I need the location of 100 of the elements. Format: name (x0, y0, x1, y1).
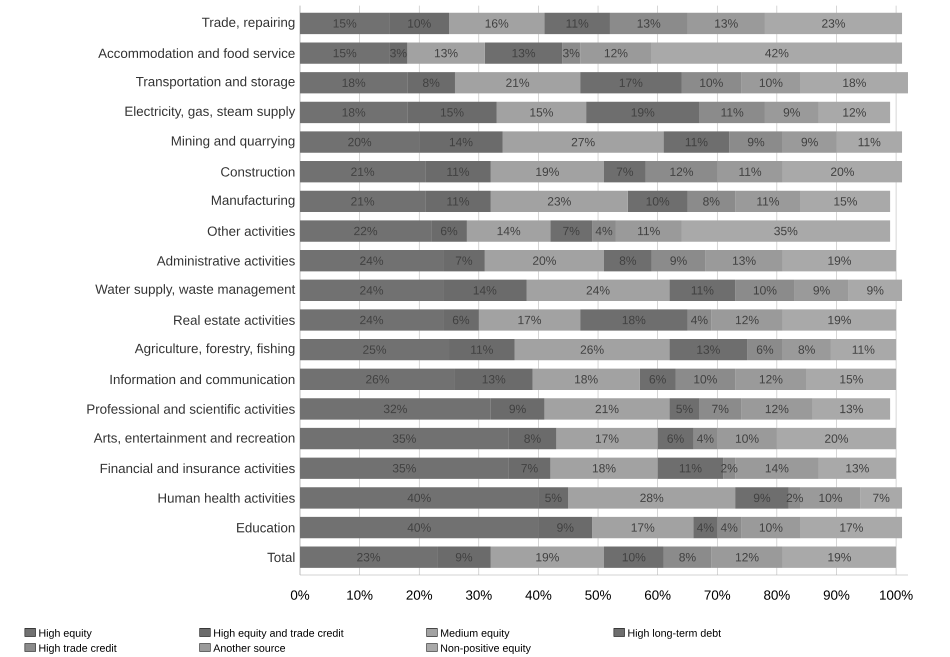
bar (735, 280, 795, 301)
data-label: 9% (802, 138, 818, 146)
data-label: 12% (760, 375, 782, 384)
x-tick-label: 50% (585, 590, 611, 600)
data-label: 18% (592, 464, 616, 472)
bar (484, 42, 562, 64)
data-label: 19% (828, 552, 852, 562)
y-tick-label: Professional and scientific activities (87, 404, 295, 414)
data-label: 17% (840, 523, 863, 532)
data-label: 17% (596, 434, 619, 443)
data-label: 13% (434, 48, 458, 58)
bar (580, 42, 652, 64)
y-tick-label: Total (267, 552, 294, 562)
bar (580, 72, 682, 94)
data-label: 8% (798, 345, 815, 354)
bar (735, 368, 807, 390)
bar (676, 368, 736, 390)
bar (782, 131, 836, 153)
data-label: 10% (760, 523, 782, 532)
data-label: 15% (834, 197, 857, 206)
bar (490, 161, 604, 182)
bar (532, 368, 640, 390)
bar (729, 131, 783, 153)
bar (705, 250, 783, 272)
y-tick-label: Other activities (208, 226, 295, 236)
data-label: 11% (739, 168, 762, 176)
data-label: 4% (596, 226, 612, 236)
bar (550, 220, 592, 242)
bar (407, 42, 485, 64)
legend-label: Medium equity (441, 628, 510, 639)
data-label: 12% (670, 167, 694, 176)
x-tick-label: 100% (880, 590, 913, 600)
data-label: 19% (828, 316, 852, 324)
bar (699, 398, 742, 420)
data-label: 10% (736, 434, 759, 443)
y-tick-label: Mining and quarrying (172, 136, 294, 148)
data-label: 11% (858, 138, 880, 146)
data-label: 11% (852, 345, 874, 354)
bar (812, 398, 890, 420)
data-label: 2% (786, 494, 803, 502)
data-label: 8% (679, 552, 696, 562)
data-label: 20% (831, 167, 854, 176)
y-tick-label: Administrative activities (156, 256, 295, 266)
data-label: 14% (766, 464, 788, 472)
bar (484, 250, 604, 272)
bar (544, 398, 670, 420)
bar (699, 102, 765, 124)
bar (646, 161, 718, 182)
x-tick-label: 40% (525, 590, 552, 600)
data-label: 26% (580, 345, 604, 354)
bar (764, 102, 819, 124)
x-tick-label: 30% (466, 590, 492, 600)
data-label: 19% (828, 256, 852, 265)
y-tick-label: Human health activities (158, 493, 295, 503)
bar (490, 190, 628, 212)
y-tick-label: Education (237, 522, 294, 532)
bar (741, 72, 801, 94)
bar (580, 309, 688, 331)
bar (449, 12, 544, 34)
bar (466, 220, 550, 242)
bar (670, 280, 736, 301)
bar (711, 546, 783, 568)
data-label: 12% (843, 108, 866, 117)
bar (717, 161, 783, 182)
bar (652, 250, 706, 272)
bar (664, 546, 712, 568)
data-label: 10% (694, 375, 717, 384)
bar (687, 12, 765, 34)
data-label: 27% (572, 138, 595, 146)
bar (454, 72, 580, 94)
data-label: 42% (765, 48, 788, 58)
bar (502, 131, 664, 153)
x-tick-label: 0% (290, 590, 310, 600)
bar (592, 220, 616, 242)
bar (800, 190, 890, 212)
data-label: 4% (696, 434, 714, 443)
bar (616, 220, 682, 242)
bar (741, 398, 813, 420)
bar (735, 190, 801, 212)
x-tick-label: 60% (644, 590, 671, 600)
bar (818, 102, 890, 124)
data-label: 16% (486, 19, 508, 28)
y-tick-label: Agriculture, forestry, fishing (134, 343, 294, 356)
data-label: 12% (736, 552, 759, 562)
data-label: 35% (774, 226, 798, 236)
data-label: 23% (548, 197, 571, 206)
x-tick-label: 20% (406, 590, 432, 600)
data-label: 13% (846, 464, 869, 472)
bar (568, 487, 736, 509)
data-label: 17% (518, 316, 542, 324)
bar (681, 220, 890, 242)
bar (592, 516, 694, 538)
data-label: 9% (867, 286, 884, 295)
x-tick-label: 70% (704, 590, 730, 600)
bar (681, 72, 742, 94)
y-tick-label: Electricity, gas, steam supply (125, 106, 296, 119)
bar (664, 131, 730, 153)
data-label: 18% (843, 78, 866, 88)
data-label: 10% (819, 494, 842, 502)
bar (628, 190, 688, 212)
